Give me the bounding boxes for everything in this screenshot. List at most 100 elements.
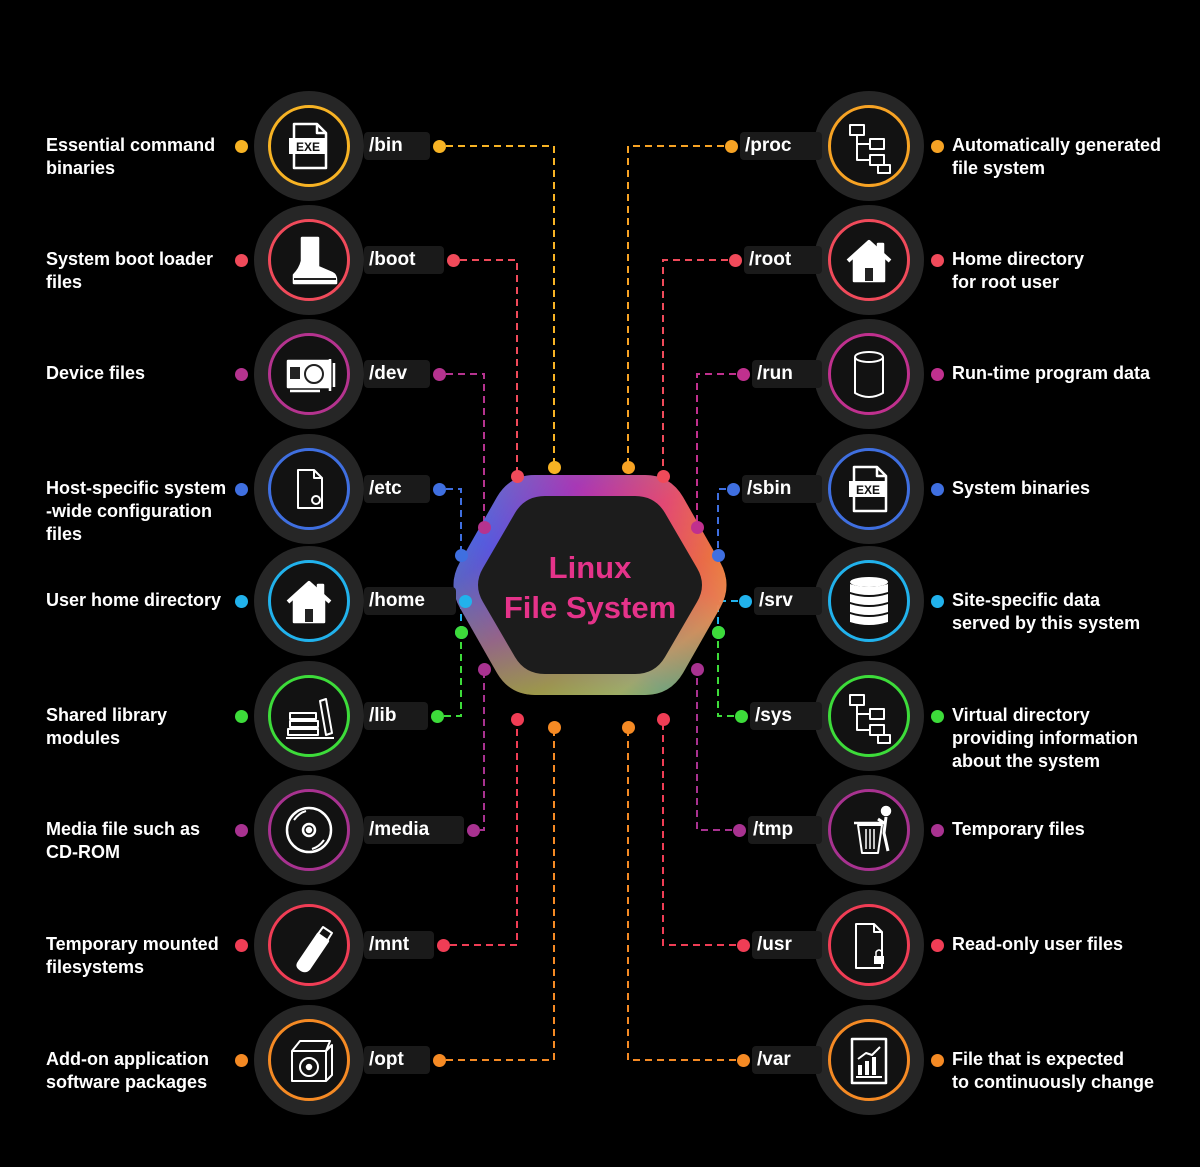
description-opt: Add-on application software packages (46, 1048, 246, 1094)
directory-node-home[interactable] (254, 546, 364, 656)
connector-dot (458, 594, 472, 608)
home-icon (286, 581, 332, 624)
connector-dot (930, 139, 944, 153)
connector-dot (436, 938, 450, 952)
path-label-sys[interactable]: /sys (750, 702, 822, 730)
path-label-mnt[interactable]: /mnt (364, 931, 434, 959)
directory-node-usr[interactable] (814, 890, 924, 1000)
file-tree-icon (849, 124, 891, 174)
description-line: Device files (46, 363, 146, 383)
description-line: Shared library (46, 705, 168, 725)
connector-dot (930, 482, 944, 496)
description-lib: Shared library modules (46, 704, 246, 750)
directory-node-boot[interactable] (254, 205, 364, 315)
description-line: CD-ROM (46, 842, 120, 862)
connector-line-boot (460, 259, 518, 476)
description-line: Host-specific system (46, 478, 227, 498)
directory-node-etc[interactable] (254, 434, 364, 544)
directory-node-opt[interactable] (254, 1005, 364, 1115)
node-ring (828, 219, 910, 301)
path-label-bin[interactable]: /bin (364, 132, 430, 160)
center-title: Linux File System (460, 548, 720, 628)
path-label-run[interactable]: /run (752, 360, 822, 388)
connector-dot (432, 139, 446, 153)
connector-dot (732, 823, 746, 837)
node-ring (268, 448, 350, 530)
description-line: Essential command (46, 135, 216, 155)
hexagon-dot (656, 469, 670, 483)
hexagon-dot (547, 460, 561, 474)
connector-dot (234, 367, 248, 381)
path-label-usr[interactable]: /usr (752, 931, 822, 959)
directory-node-lib[interactable] (254, 661, 364, 771)
description-line: -wide configuration (46, 501, 212, 521)
path-label-boot[interactable]: /boot (364, 246, 444, 274)
connector-line-run (696, 373, 736, 527)
description-usr: Read-only user files (952, 933, 1192, 956)
path-label-opt[interactable]: /opt (364, 1046, 430, 1074)
connector-line-usr (662, 719, 736, 946)
directory-node-dev[interactable] (254, 319, 364, 429)
description-boot: System boot loader files (46, 248, 246, 294)
directory-node-var[interactable] (814, 1005, 924, 1115)
description-line: filesystems (46, 957, 145, 977)
connector-dot (724, 139, 738, 153)
path-label-media[interactable]: /media (364, 816, 464, 844)
path-label-home[interactable]: /home (364, 587, 456, 615)
connector-dot (446, 253, 460, 267)
path-label-lib[interactable]: /lib (364, 702, 428, 730)
path-label-proc[interactable]: /proc (740, 132, 822, 160)
description-line: System binaries (952, 478, 1091, 498)
hexagon-dot (621, 720, 635, 734)
connector-line-proc (627, 145, 724, 467)
directory-node-media[interactable] (254, 775, 364, 885)
directory-node-mnt[interactable] (254, 890, 364, 1000)
svg-text:EXE: EXE (296, 140, 320, 154)
connector-dot (930, 709, 944, 723)
description-mnt: Temporary mounted filesystems (46, 933, 246, 979)
connector-dot (930, 823, 944, 837)
center-title-line2: File System (503, 590, 677, 625)
directory-node-srv[interactable] (814, 546, 924, 656)
connector-line-etc (446, 488, 462, 555)
directory-node-root[interactable] (814, 205, 924, 315)
center-title-line1: Linux (548, 550, 632, 585)
exe-file-icon: EXE (289, 122, 328, 170)
database-icon (850, 577, 888, 625)
hexagon-dot (477, 520, 491, 534)
description-line: Virtual directory (952, 705, 1090, 725)
node-ring (828, 333, 910, 415)
connector-dot (930, 594, 944, 608)
directory-node-sys[interactable] (814, 661, 924, 771)
directory-node-bin[interactable]: EXE (254, 91, 364, 201)
connector-dot (728, 253, 742, 267)
path-label-var[interactable]: /var (752, 1046, 822, 1074)
connector-line-media (480, 669, 485, 831)
node-ring (828, 904, 910, 986)
hexagon-dot (711, 548, 725, 562)
path-label-srv[interactable]: /srv (754, 587, 822, 615)
description-line: Read-only user files (952, 934, 1124, 954)
connector-dot (736, 367, 750, 381)
path-label-tmp[interactable]: /tmp (748, 816, 822, 844)
connector-dot (234, 139, 248, 153)
node-ring (828, 789, 910, 871)
svg-text:EXE: EXE (856, 483, 880, 497)
description-var: File that is expected to continuously cha… (952, 1048, 1192, 1094)
description-line: Add-on application (46, 1049, 209, 1069)
path-label-sbin[interactable]: /sbin (742, 475, 822, 503)
connector-dot (734, 709, 748, 723)
description-proc: Automatically generated file system (952, 134, 1192, 180)
directory-node-proc[interactable] (814, 91, 924, 201)
directory-node-run[interactable] (814, 319, 924, 429)
path-label-root[interactable]: /root (744, 246, 822, 274)
path-label-etc[interactable]: /etc (364, 475, 430, 503)
directory-node-sbin[interactable]: EXE (814, 434, 924, 544)
hexagon-dot (547, 720, 561, 734)
directory-node-tmp[interactable] (814, 775, 924, 885)
path-label-dev[interactable]: /dev (364, 360, 430, 388)
connector-dot (234, 1053, 248, 1067)
description-line: file system (952, 158, 1046, 178)
